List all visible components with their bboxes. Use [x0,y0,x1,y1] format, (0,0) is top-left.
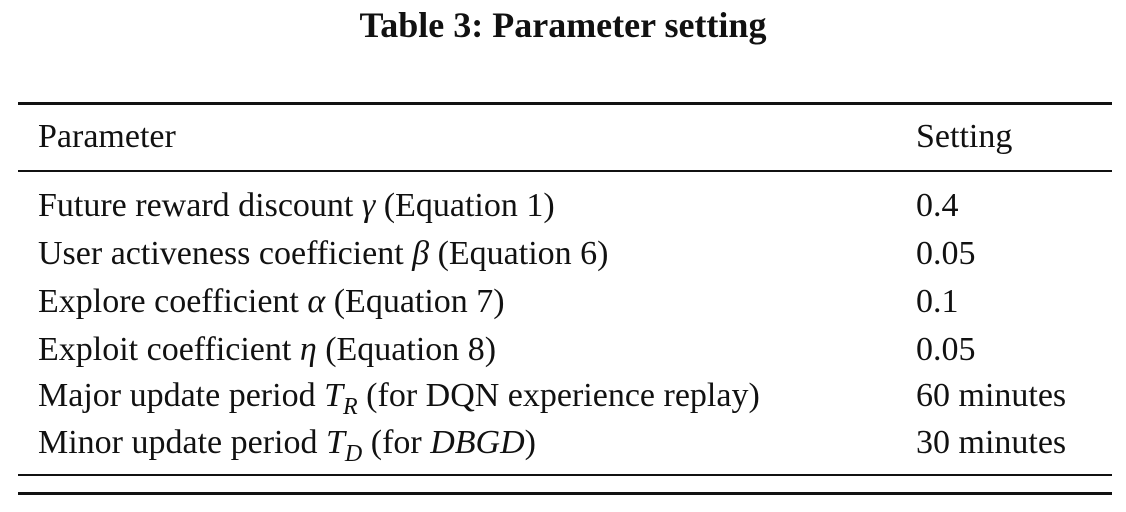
parameter-symbol: β [412,235,430,272]
parameter-symbol: η [299,331,317,368]
parameter-cell: Future reward discount γ (Equation 1) [38,182,555,230]
parameter-note-close: ) [524,424,536,461]
setting-cell: 0.1 [916,283,959,320]
table-row: User activeness coefficient β (Equation … [0,230,1126,278]
parameter-cell: Major update period TR (for DQN experien… [38,372,760,420]
parameter-subscript: D [344,441,363,467]
setting-cell: 0.4 [916,187,959,224]
table-row: Minor update period TD (for DBGD) 30 min… [0,419,1126,467]
parameter-label: Future reward discount [38,187,354,224]
table-row: Explore coefficient α (Equation 7) 0.1 [0,278,1126,326]
top-rule [18,102,1112,105]
table-row: Major update period TR (for DQN experien… [0,372,1126,420]
table-row: Exploit coefficient η (Equation 8) 0.05 [0,326,1126,374]
parameter-note: (Equation 6) [429,235,609,272]
parameter-cell: Explore coefficient α (Equation 7) [38,278,505,326]
parameter-symbol: T [326,424,345,461]
parameter-label: Major update period [38,377,316,414]
parameter-cell: User activeness coefficient β (Equation … [38,230,609,278]
parameter-label: Exploit coefficient [38,331,292,368]
parameter-note: (Equation 7) [325,283,505,320]
parameter-cell: Exploit coefficient η (Equation 8) [38,326,496,374]
setting-cell: 30 minutes [916,424,1067,461]
bottom-double-rule [18,492,1112,495]
header-row: Parameter Setting [0,113,1126,161]
header-rule [18,170,1112,172]
table-row: Future reward discount γ (Equation 1) 0.… [0,182,1126,230]
parameter-label: Minor update period [38,424,318,461]
parameter-label: Explore coefficient [38,283,299,320]
setting-cell: 0.05 [916,331,976,368]
parameter-symbol: γ [361,187,376,224]
setting-cell: 0.05 [916,235,976,272]
header-parameter: Parameter [38,118,176,155]
parameter-label: User activeness coefficient [38,235,404,272]
parameter-subscript: R [343,394,358,420]
parameter-note: (Equation 1) [375,187,555,224]
parameter-note: (for DQN experience replay) [357,377,760,414]
parameter-symbol: T [324,377,343,414]
setting-cell: 60 minutes [916,377,1067,414]
parameter-note: (Equation 8) [316,331,497,368]
parameter-cell: Minor update period TD (for DBGD) [38,419,536,467]
parameter-note: (for [362,424,431,461]
bottom-rule [18,474,1112,476]
header-setting: Setting [916,118,1013,155]
parameter-note-italic: DBGD [430,424,525,461]
parameter-symbol: α [307,283,326,320]
table-caption: Table 3: Parameter setting [359,5,767,45]
